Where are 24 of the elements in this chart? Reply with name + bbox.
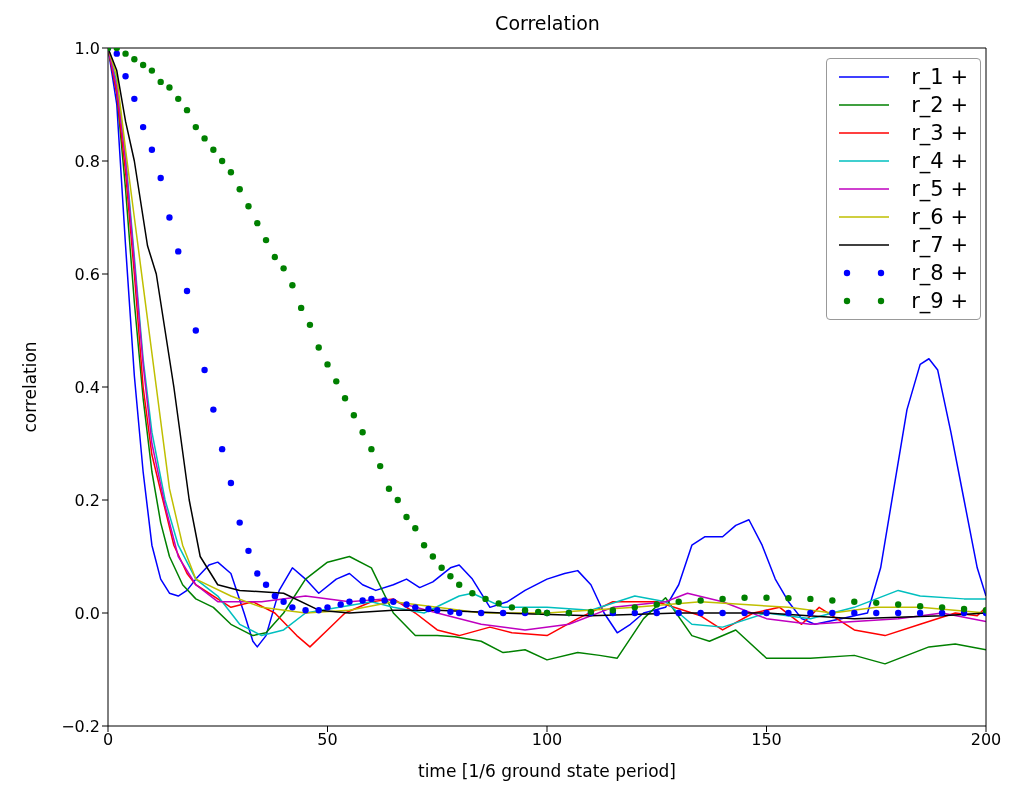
y-tick-label: 0.0 xyxy=(74,603,100,623)
x-tick-label: 50 xyxy=(317,730,338,750)
y-tick-label: 0.8 xyxy=(74,151,100,171)
legend-label: r_1 + xyxy=(911,65,968,89)
y-tick-label: 0.6 xyxy=(74,264,100,284)
x-tick-label: 150 xyxy=(751,730,782,750)
x-tick-label: 0 xyxy=(102,730,114,750)
y-axis-title: correlation xyxy=(20,341,41,433)
legend-label: r_8 + xyxy=(911,261,968,285)
legend-label: r_7 + xyxy=(911,233,968,257)
x-tick-label: 100 xyxy=(531,730,563,750)
x-axis-title: time [1/6 ground state period] xyxy=(417,761,677,781)
y-tick-label: 0.4 xyxy=(74,377,100,397)
chart-title: Correlation xyxy=(494,12,601,34)
y-tick-label: −0.2 xyxy=(61,716,100,736)
legend-label: r_4 + xyxy=(911,149,968,173)
legend-label: r_6 + xyxy=(911,205,968,229)
x-tick-label: 200 xyxy=(970,730,1002,750)
y-tick-label: 1.0 xyxy=(74,38,100,58)
legend-label: r_9 + xyxy=(911,289,968,313)
legend-label: r_2 + xyxy=(911,93,968,117)
y-tick-label: 0.2 xyxy=(74,490,100,510)
legend-label: r_3 + xyxy=(911,121,968,145)
legend-label: r_5 + xyxy=(911,177,968,201)
